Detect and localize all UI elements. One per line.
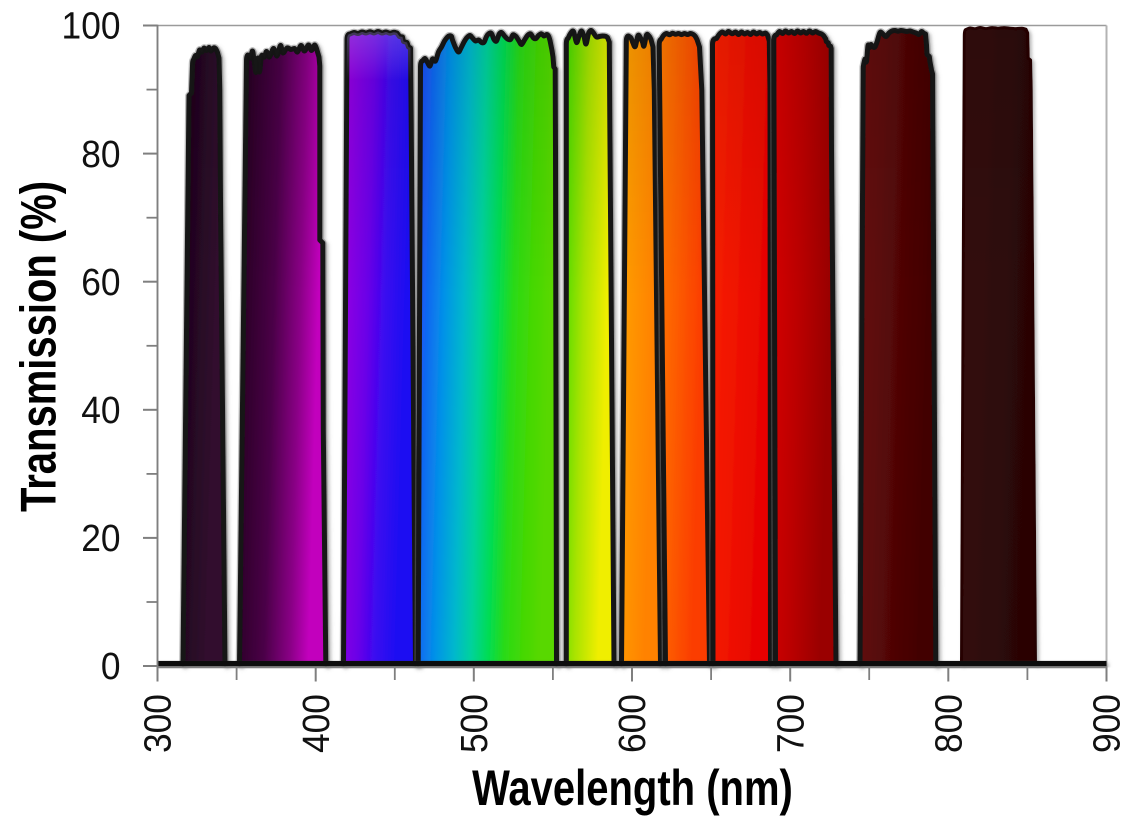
- svg-text:Wavelength (nm): Wavelength (nm): [472, 760, 793, 816]
- svg-text:40: 40: [81, 389, 120, 431]
- svg-text:100: 100: [62, 5, 121, 47]
- svg-text:900: 900: [1086, 694, 1128, 753]
- svg-text:500: 500: [453, 694, 495, 753]
- svg-text:600: 600: [611, 694, 653, 753]
- svg-text:800: 800: [927, 694, 969, 753]
- svg-text:700: 700: [769, 694, 811, 753]
- svg-text:400: 400: [295, 694, 337, 753]
- svg-text:20: 20: [81, 517, 120, 559]
- svg-text:300: 300: [137, 694, 179, 753]
- svg-text:60: 60: [81, 261, 120, 303]
- svg-text:80: 80: [81, 133, 120, 175]
- svg-text:Transmission (%): Transmission (%): [10, 181, 66, 512]
- svg-text:0: 0: [101, 645, 121, 687]
